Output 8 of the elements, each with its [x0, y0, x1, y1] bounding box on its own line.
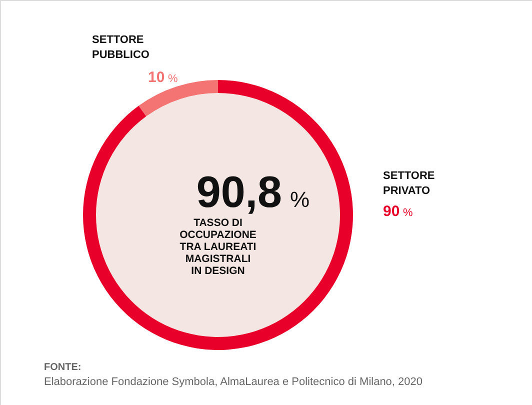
source-note: FONTE:	[44, 362, 82, 373]
text: 90,8 %	[196, 168, 310, 217]
data-label: 10 %	[148, 69, 178, 86]
slice-label: SETTORE PUBBLICO	[92, 34, 150, 61]
slice-label: SETTORE PRIVATO	[383, 170, 435, 197]
text: TASSO DI OCCUPAZIONE TRA LAUREATI MAGISTRALI IN DESIGN	[180, 217, 256, 277]
text: Elaborazione Fondazione Symbola, AlmaLaurea e Politecnico di Milano, 2020	[44, 376, 423, 388]
data-label: 90 %	[383, 203, 413, 220]
